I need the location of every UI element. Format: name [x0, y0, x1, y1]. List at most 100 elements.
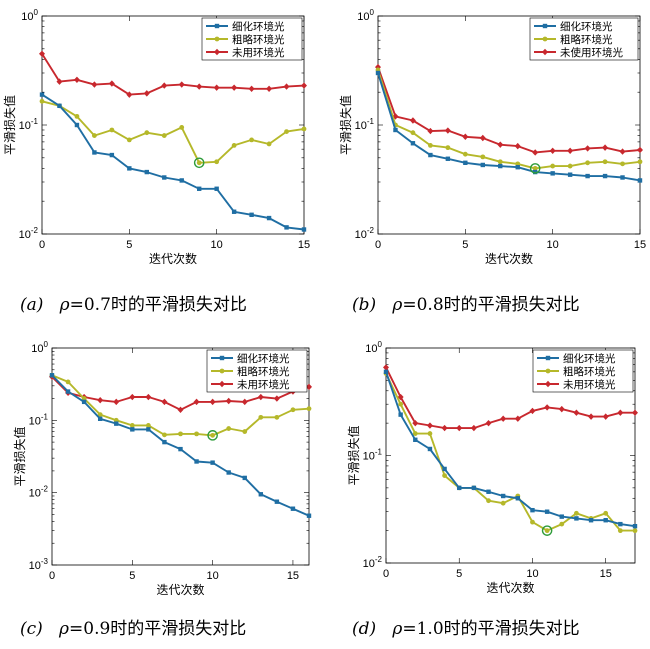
data-point	[618, 521, 623, 527]
data-point	[274, 414, 280, 420]
data-point	[456, 424, 463, 432]
axis-ticks	[51, 347, 309, 566]
data-point	[480, 162, 485, 168]
legend-marker	[542, 36, 548, 42]
data-point	[257, 393, 264, 401]
data-point	[214, 159, 220, 165]
chart-panel-d: 10-2 10-1 100 0 5 10 15 迭代次数 平滑损失值 细化环境光 粗略环境光 未用环境…	[330, 330, 650, 610]
series-line	[41, 93, 305, 231]
data-point	[617, 528, 623, 534]
data-point	[375, 63, 381, 71]
data-point	[462, 151, 468, 157]
legend-marker	[214, 48, 220, 56]
data-point	[92, 150, 97, 155]
data-point	[108, 80, 115, 87]
data-point	[486, 498, 491, 504]
data-point	[558, 405, 565, 413]
x-tick-label: 15	[298, 239, 310, 251]
data-point	[114, 421, 119, 426]
legend-marker	[542, 23, 548, 29]
x-tick-label: 10	[207, 570, 219, 582]
y-tick-label: 10-1	[355, 117, 375, 132]
data-point	[194, 431, 199, 437]
x-tick-label: 5	[456, 568, 462, 580]
data-point	[231, 209, 237, 214]
data-point	[412, 431, 418, 436]
data-point	[127, 166, 132, 171]
data-point	[274, 499, 280, 504]
data-point	[486, 489, 491, 494]
legend-label: 细化环境光	[232, 20, 285, 33]
series-1	[375, 70, 643, 183]
data-point	[480, 154, 486, 160]
x-tick-label: 5	[126, 239, 132, 251]
data-point	[301, 126, 307, 132]
data-point	[567, 163, 573, 169]
data-point	[283, 83, 290, 90]
data-point	[500, 493, 506, 499]
data-point	[427, 431, 433, 436]
data-point	[290, 506, 296, 511]
data-point	[620, 161, 625, 167]
data-point	[497, 141, 504, 148]
legend-label: 细化环境光	[563, 352, 616, 365]
data-point	[65, 389, 71, 394]
data-point	[617, 409, 624, 416]
data-point	[162, 439, 167, 445]
x-axis-label: 迭代次数	[149, 251, 197, 266]
data-point	[213, 84, 220, 91]
x-axis-label: 迭代次数	[486, 580, 534, 595]
data-point	[441, 424, 448, 432]
data-point	[81, 399, 87, 405]
chart-svg: 10-2 10-1 100 0 5 10 15 迭代次数 平滑损失值 细化环境光粗略环境光未用环境…	[346, 340, 638, 595]
data-point	[498, 163, 503, 169]
data-point	[242, 429, 248, 434]
data-point	[500, 500, 506, 506]
x-tick-label: 15	[287, 570, 299, 582]
data-point	[637, 159, 643, 165]
data-point	[428, 142, 433, 148]
data-point	[559, 514, 564, 519]
chart-panel-a: 10-2 10-1 100 0 5 10 15 迭代次数 平滑损失值 细化环境光 粗略环境光 未用环境…	[0, 0, 325, 282]
data-point	[533, 169, 538, 175]
data-point	[442, 466, 447, 472]
series-2	[39, 98, 307, 166]
caption-text: =0.8时的平滑损失对比	[402, 295, 580, 315]
data-point	[65, 379, 71, 385]
data-point	[143, 90, 150, 97]
data-point	[225, 397, 232, 405]
caption-tag: (b)	[352, 295, 377, 315]
data-point	[515, 496, 521, 501]
data-point	[412, 419, 419, 427]
data-point	[273, 395, 280, 402]
data-point	[196, 160, 202, 166]
caption-text: =0.9时的平滑损失对比	[69, 619, 247, 639]
data-point	[146, 427, 151, 432]
data-point	[573, 409, 580, 416]
data-point	[588, 413, 595, 420]
data-point	[178, 446, 183, 452]
chart-svg: 10-2 10-1 100 0 5 10 15 迭代次数 平滑损失值 细化环境光粗略环境光未使用环…	[338, 8, 646, 266]
data-point	[567, 172, 573, 177]
data-point	[602, 173, 608, 179]
data-point	[284, 225, 289, 230]
data-point	[632, 523, 638, 529]
data-point	[383, 364, 389, 371]
axis-ticks	[41, 15, 305, 235]
chart-panel-b: 10-2 10-1 100 0 5 10 15 迭代次数 平滑损失值 细化环境光 粗略环境光 未使用环…	[330, 0, 650, 282]
data-point	[39, 92, 45, 97]
data-point	[584, 145, 591, 152]
data-point	[249, 137, 255, 143]
caption-a: (a) ρ=0.7时的平滑损失对比	[20, 290, 247, 315]
data-point	[145, 423, 151, 428]
legend-marker	[214, 23, 220, 29]
data-point	[426, 422, 433, 429]
axis-ticks	[385, 347, 635, 564]
data-point	[162, 175, 167, 180]
data-point	[92, 133, 97, 138]
highlight-marker	[193, 157, 205, 169]
data-point	[383, 369, 389, 375]
data-point	[410, 130, 416, 136]
